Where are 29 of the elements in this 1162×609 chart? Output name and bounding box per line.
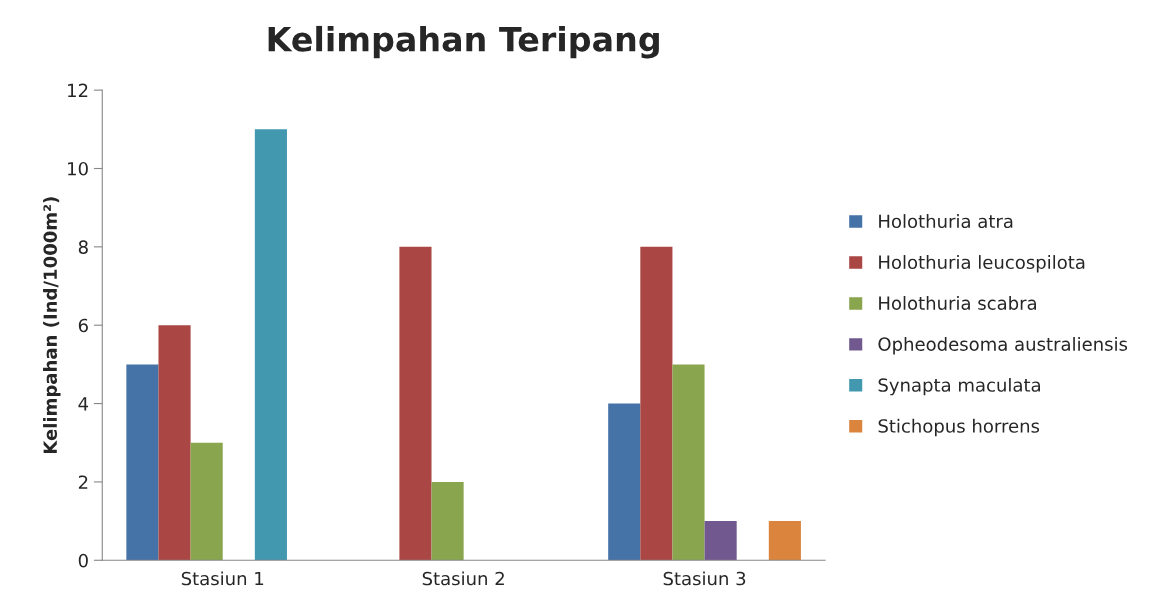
y-tick-label: 12 (68, 83, 88, 97)
y-tick-label: 6 (78, 318, 88, 333)
bar (768, 521, 801, 561)
chart-title: Kelimpahan Teripang (268, 25, 659, 59)
y-axis-title: Kelimpahan (Ind/1000m²) (43, 197, 61, 454)
bar (190, 442, 223, 561)
legend-label: Synapta maculata (878, 377, 1040, 396)
bar (608, 403, 641, 561)
legend-label: Holothuria atra (879, 214, 1013, 229)
bar (672, 364, 705, 561)
legend-label: Opheodesoma australiensis (878, 336, 1128, 355)
bar (704, 521, 737, 561)
bar (126, 364, 159, 561)
x-tick-label: Stasiun 2 (422, 571, 504, 586)
bar (399, 246, 432, 561)
bar (431, 481, 464, 561)
legend-label: Holothuria scabra (879, 296, 1036, 310)
y-tick-label: 8 (78, 240, 88, 254)
legend-label: Holothuria leucospilota (879, 255, 1085, 273)
bar (254, 129, 287, 561)
bar (158, 325, 191, 561)
y-tick-label: 0 (78, 553, 88, 568)
y-tick-label: 2 (78, 475, 88, 489)
x-tick-label: Stasiun 1 (181, 571, 264, 586)
y-tick-label: 4 (78, 397, 89, 411)
legend-label: Stichopus horrens (878, 418, 1040, 437)
x-tick-label: Stasiun 3 (663, 571, 746, 586)
bar (640, 246, 673, 561)
y-tick-label: 10 (68, 161, 88, 176)
